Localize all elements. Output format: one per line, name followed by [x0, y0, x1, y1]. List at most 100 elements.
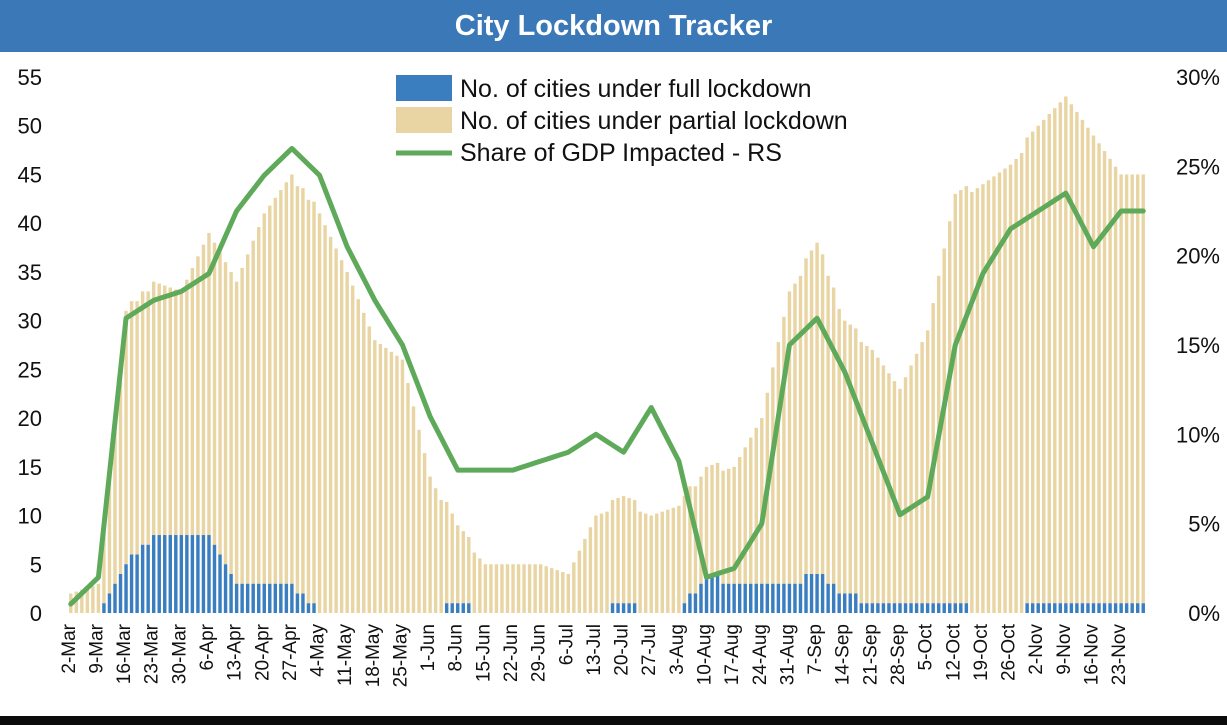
x-tick-label: 6-Apr	[197, 623, 218, 670]
full-lockdown-bar	[290, 583, 294, 613]
partial-lockdown-bar	[290, 174, 294, 584]
partial-lockdown-bar	[317, 213, 322, 613]
partial-lockdown-bar	[312, 201, 316, 604]
partial-lockdown-bar	[505, 564, 510, 613]
partial-lockdown-bar	[616, 498, 620, 604]
partial-lockdown-bar	[743, 447, 747, 584]
x-tick-label: 10-Aug	[695, 624, 716, 685]
full-lockdown-bar	[190, 535, 195, 613]
full-lockdown-bar	[129, 554, 134, 613]
partial-lockdown-bar	[981, 184, 985, 613]
partial-lockdown-bar	[339, 260, 344, 613]
y-left-tick-label: 30	[18, 309, 42, 334]
partial-lockdown-bar	[583, 538, 587, 613]
partial-lockdown-bar	[975, 188, 980, 613]
partial-lockdown-bar	[942, 248, 946, 604]
full-lockdown-bar	[914, 603, 919, 613]
partial-lockdown-bar	[605, 511, 609, 613]
partial-lockdown-bar	[754, 427, 758, 584]
y-right-tick-label: 10%	[1176, 422, 1220, 447]
partial-lockdown-bar	[1141, 174, 1145, 604]
partial-lockdown-bar	[422, 453, 427, 613]
full-lockdown-bar	[710, 574, 714, 613]
full-lockdown-bar	[1141, 603, 1145, 613]
full-lockdown-bar	[179, 535, 184, 613]
full-lockdown-bar	[704, 574, 709, 613]
full-lockdown-bar	[1102, 603, 1107, 613]
partial-lockdown-bar	[732, 466, 736, 584]
partial-lockdown-bar	[461, 531, 465, 604]
partial-lockdown-bar	[953, 193, 957, 604]
y-left-tick-label: 15	[18, 455, 42, 480]
partial-lockdown-bar	[323, 225, 327, 613]
full-lockdown-bar	[107, 593, 112, 613]
partial-lockdown-bar	[1113, 166, 1118, 604]
partial-lockdown-bar	[1058, 102, 1063, 604]
full-lockdown-bar	[467, 603, 471, 613]
x-tick-label: 2-Nov	[1026, 624, 1047, 675]
partial-lockdown-bar	[350, 285, 355, 613]
full-lockdown-bar	[632, 603, 637, 613]
full-lockdown-bar	[953, 603, 957, 613]
x-tick-label: 27-Jul	[639, 624, 660, 676]
partial-lockdown-bar	[566, 574, 571, 613]
partial-lockdown-bar	[854, 328, 858, 594]
partial-lockdown-bar	[163, 285, 167, 536]
full-lockdown-bar	[240, 583, 244, 613]
y-axis-left: 0 5 10 15 20 25 30 35 40 45 50 55	[18, 65, 42, 626]
partial-lockdown-bar	[959, 190, 963, 604]
partial-lockdown-bar	[444, 501, 449, 604]
x-axis: 2-Mar 9-Mar 16-Mar 23-Mar 30-Mar 6-Apr 13-Apr 2…	[59, 623, 1130, 687]
full-lockdown-bar	[732, 583, 736, 613]
partial-lockdown-bar	[1036, 125, 1040, 604]
full-lockdown-bar	[793, 583, 797, 613]
x-tick-label: 26-Oct	[999, 623, 1020, 681]
full-lockdown-bar	[682, 603, 687, 613]
full-lockdown-bar	[688, 593, 692, 613]
partial-lockdown-bar	[671, 507, 676, 613]
x-tick-label: 18-May	[363, 624, 384, 688]
full-lockdown-bar	[1130, 603, 1134, 613]
full-lockdown-bar	[301, 593, 305, 613]
partial-lockdown-bar	[522, 564, 526, 613]
partial-lockdown-bar	[643, 513, 648, 613]
partial-lockdown-bar	[771, 367, 775, 584]
full-lockdown-bar	[876, 603, 880, 613]
partial-lockdown-bar	[129, 301, 134, 555]
x-tick-label: 20-Apr	[252, 623, 273, 681]
full-lockdown-bar	[284, 583, 289, 613]
x-tick-label: 25-May	[391, 624, 412, 688]
partial-lockdown-bar	[295, 186, 300, 594]
y-left-tick-label: 10	[18, 504, 42, 529]
full-lockdown-bar	[245, 583, 250, 613]
full-lockdown-bar	[621, 603, 626, 613]
partial-lockdown-bar	[478, 558, 482, 613]
partial-lockdown-bar	[1003, 168, 1007, 614]
partial-lockdown-bar	[262, 213, 266, 584]
partial-lockdown-bar	[666, 509, 670, 613]
full-lockdown-bar	[207, 535, 211, 613]
x-tick-label: 4-May	[308, 624, 329, 677]
partial-lockdown-bar	[550, 568, 554, 613]
partial-lockdown-bar	[610, 499, 615, 604]
partial-lockdown-bar	[1119, 174, 1123, 604]
full-lockdown-bar	[699, 583, 703, 613]
full-lockdown-bar	[843, 593, 847, 613]
y-right-tick-label: 5%	[1188, 512, 1220, 537]
partial-lockdown-bar	[820, 254, 825, 575]
partial-lockdown-bar	[284, 182, 289, 584]
partial-lockdown-bar	[655, 513, 659, 613]
partial-lockdown-bar	[1135, 174, 1140, 604]
full-lockdown-bar	[854, 593, 858, 613]
partial-lockdown-bar	[760, 418, 764, 584]
full-lockdown-bar	[693, 593, 698, 613]
partial-lockdown-bar	[577, 550, 582, 613]
partial-lockdown-bar	[179, 291, 184, 536]
full-lockdown-bar	[450, 603, 454, 613]
x-tick-label: 11-May	[335, 624, 356, 686]
partial-lockdown-bar	[500, 564, 504, 613]
full-lockdown-bar	[1025, 603, 1029, 613]
full-lockdown-bar	[881, 603, 886, 613]
x-tick-label: 5-Oct	[916, 623, 937, 670]
partial-lockdown-bar	[1014, 158, 1018, 614]
